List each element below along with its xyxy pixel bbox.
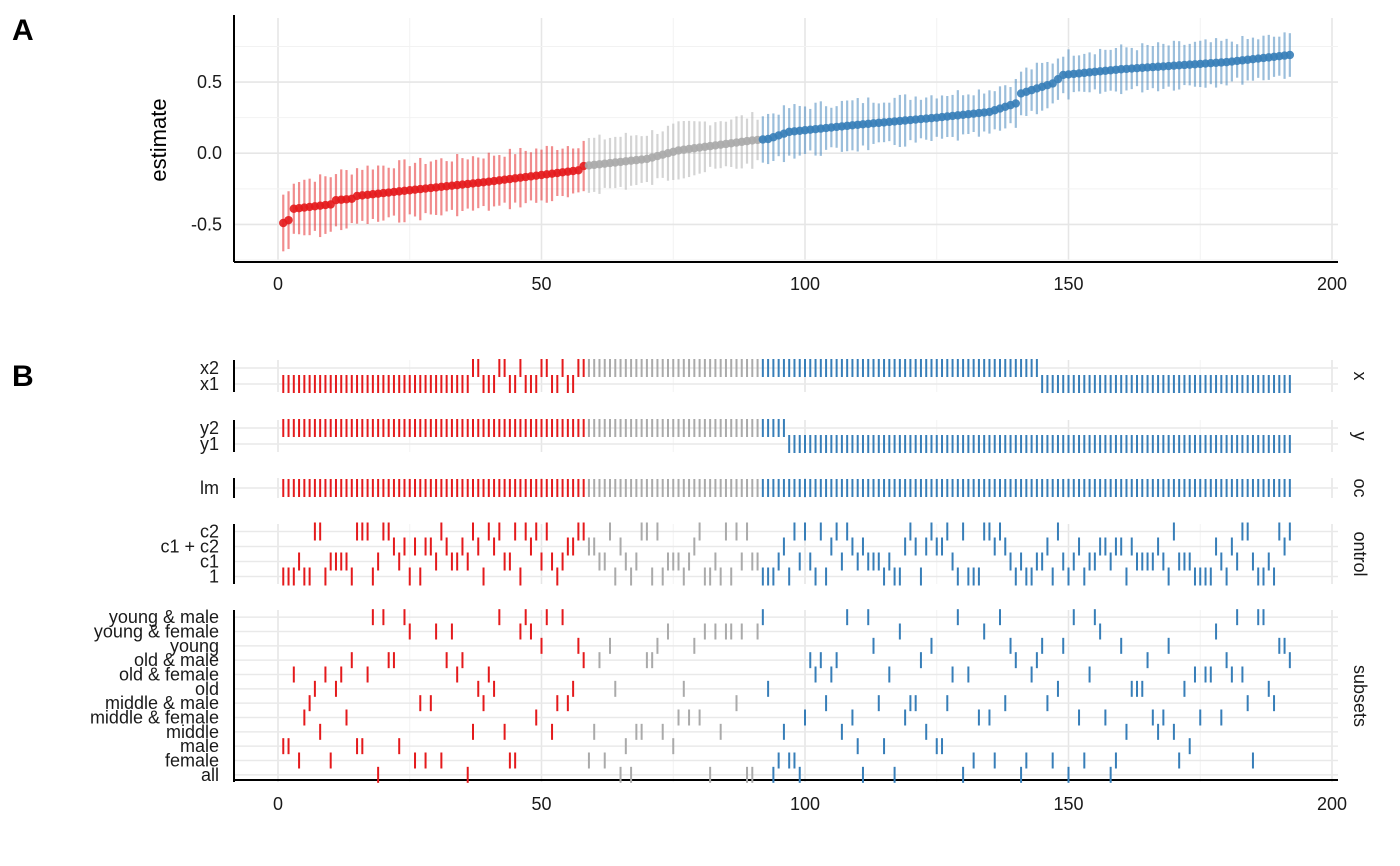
row-label: x2 — [200, 358, 219, 378]
row-label: middle & male — [105, 693, 219, 713]
y-tick-label: 0.0 — [197, 143, 222, 163]
row-label: 1 — [209, 567, 219, 587]
y-tick-label: 0.5 — [197, 72, 222, 92]
row-label: c1 + c2 — [160, 537, 219, 557]
row-label: female — [165, 751, 219, 771]
facet-strip-label: subsets — [1350, 665, 1370, 727]
estimate-point — [284, 215, 293, 225]
row-label: old & male — [134, 650, 219, 670]
row-label: male — [180, 736, 219, 756]
row-label: x1 — [200, 374, 219, 394]
x-tick-label: 50 — [531, 794, 551, 814]
x-tick-label: 50 — [531, 274, 551, 294]
row-label: lm — [200, 478, 219, 498]
facet-strip-label: y — [1350, 432, 1370, 441]
x-tick-label: 0 — [273, 274, 283, 294]
x-tick-label: 200 — [1317, 274, 1347, 294]
x-tick-label: 100 — [790, 274, 820, 294]
estimate-point — [1285, 50, 1295, 60]
facet-strip-label: ontrol — [1350, 531, 1370, 576]
x-tick-label: 200 — [1317, 794, 1347, 814]
y-axis-title: estimate — [146, 98, 171, 181]
x-tick-label: 100 — [790, 794, 820, 814]
row-label: c1 — [200, 552, 219, 572]
x-tick-label: 0 — [273, 794, 283, 814]
row-label: young & male — [109, 607, 219, 627]
row-label: young & female — [94, 622, 219, 642]
row-label: middle — [166, 722, 219, 742]
facet-strip-label: oc — [1350, 478, 1370, 497]
x-tick-label: 150 — [1053, 794, 1083, 814]
row-label: all — [201, 765, 219, 785]
row-label: c2 — [200, 522, 219, 542]
row-label: old — [195, 679, 219, 699]
row-label: young — [170, 636, 219, 656]
panel-b-letter: B — [12, 360, 34, 393]
row-label: middle & female — [90, 708, 219, 728]
row-label: old & female — [119, 665, 219, 685]
row-label: y1 — [200, 434, 219, 454]
row-label: y2 — [200, 418, 219, 438]
x-tick-label: 150 — [1053, 274, 1083, 294]
panel-a-letter: A — [12, 14, 34, 47]
estimate-point — [1011, 99, 1020, 108]
y-tick-label: -0.5 — [191, 214, 222, 234]
facet-strip-label: x — [1350, 372, 1370, 381]
panel-a-estimate-plot: 0.5 0.0 -0.5 0 50 100 150 200 estimate — [146, 15, 1347, 294]
